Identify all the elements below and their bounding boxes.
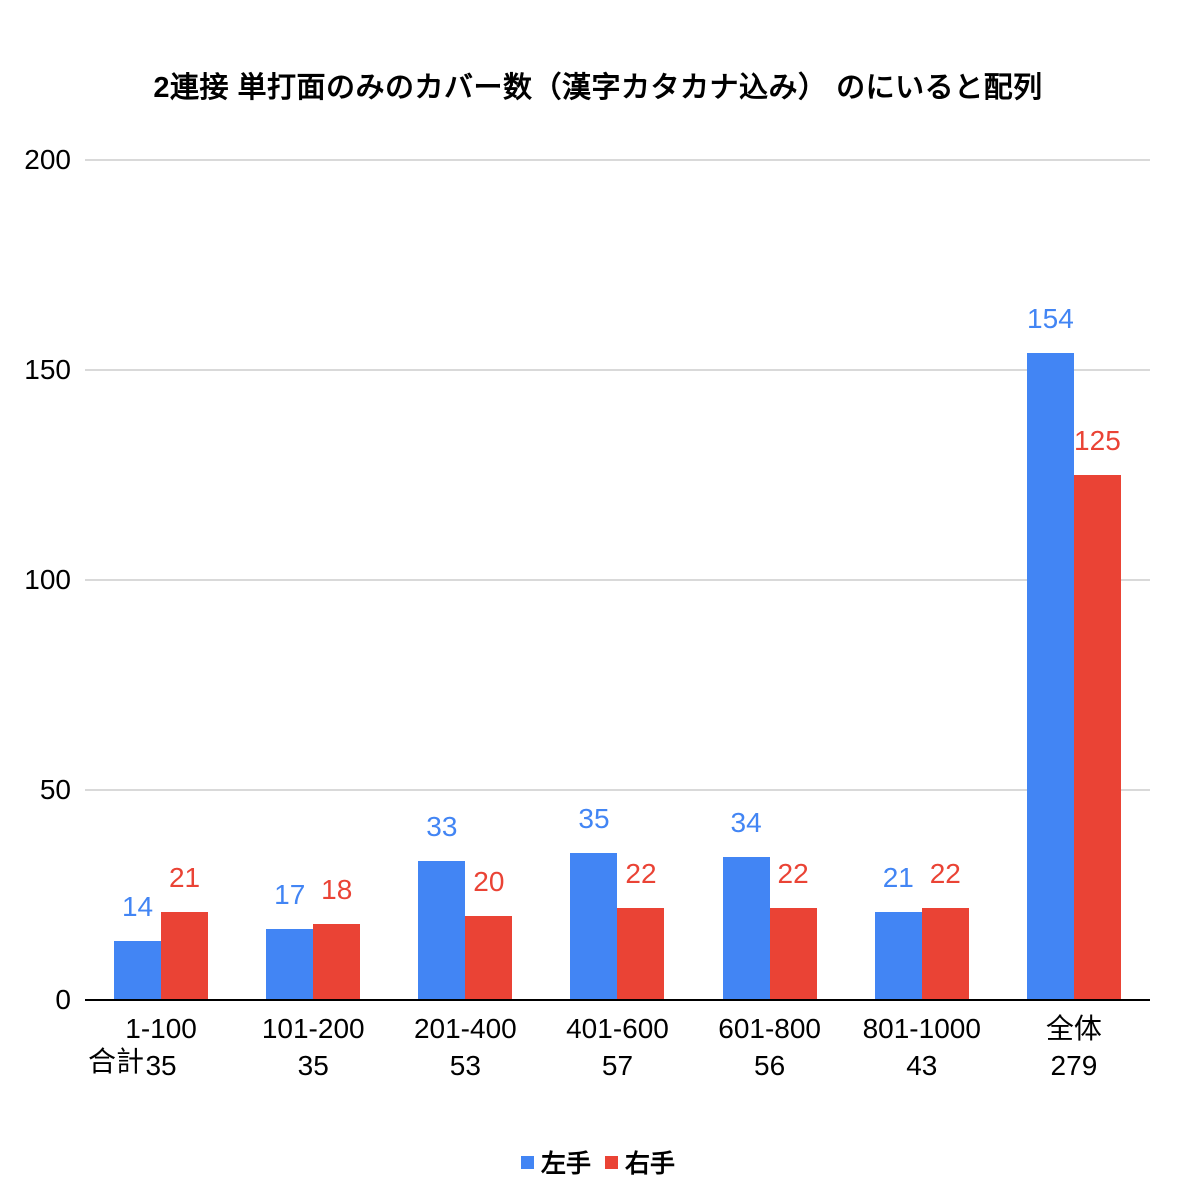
bar-右手-全体: [1073, 475, 1121, 1000]
bar-group-101-200: 17 18: [237, 160, 389, 1000]
x-axis-cell-101-200: 101-200 35: [237, 1010, 389, 1084]
bar-column: 21: [874, 160, 922, 1000]
y-tick-label-150: 150: [24, 354, 71, 385]
bar-右手-101-200: [313, 924, 361, 1000]
total-label: 53: [449, 1050, 481, 1081]
category-label: 101-200: [261, 1013, 365, 1044]
bar-column: 22: [617, 160, 665, 1000]
x-axis: 合計 1-100 35 101-200 35 201-400 53 401-600 57 601…: [0, 1010, 1196, 1084]
x-axis-labels: 1-100 35 101-200 35 201-400 53 401-600 57 601-80…: [85, 1010, 1150, 1084]
total-label: 35: [145, 1050, 177, 1081]
bar-column: 20: [465, 160, 513, 1000]
legend-label: 左手: [540, 1150, 591, 1178]
y-tick-label-100: 100: [24, 564, 71, 595]
bar-左手-1-100: [114, 941, 162, 1000]
bar-group-1-100: 14 21: [85, 160, 237, 1000]
bar-value-label: 17: [274, 878, 306, 910]
bar-value-label: 125: [1074, 425, 1121, 456]
total-label: 43: [906, 1050, 938, 1081]
bar-右手-1-100: [161, 911, 209, 1000]
bar-左手-101-200: [266, 928, 314, 1000]
legend: 左手 右手: [0, 1144, 1196, 1180]
bar-column: 33: [418, 160, 466, 1000]
bar-value-label: 20: [473, 866, 505, 897]
y-tick-label-50: 50: [39, 774, 71, 805]
bar-value-label: 22: [929, 857, 961, 889]
bar-value-label: 33: [426, 811, 458, 843]
x-axis-cell-401-600: 401-600 57: [541, 1010, 693, 1084]
bar-value-label: 21: [168, 861, 201, 893]
bar-value-label: 154: [1027, 303, 1074, 335]
bar-group-201-400: 33 20: [389, 160, 541, 1000]
bar-左手-801-1000: [874, 911, 922, 1000]
bar-value-label: 21: [882, 861, 914, 893]
y-axis: 0 50 100 150 200: [0, 144, 85, 1015]
total-label: 56: [754, 1050, 786, 1081]
gridline-50: [85, 789, 1150, 791]
bar-column: 22: [769, 160, 817, 1000]
totals-row-label: 合計: [88, 1046, 145, 1077]
chart-title: 2連接 単打面のみのカバー数（漢字カタカナ込み） のにいると配列: [153, 72, 1043, 104]
bar-column: 154: [1026, 160, 1074, 1000]
bar-value-label: 35: [578, 803, 610, 834]
bar-column: 17: [266, 160, 314, 1000]
bar-column: 22: [921, 160, 969, 1000]
category-label: 全体: [1045, 1013, 1102, 1044]
y-tick-label-200: 200: [24, 144, 71, 175]
legend-label: 右手: [625, 1150, 676, 1178]
x-axis-baseline: [85, 999, 1150, 1001]
bar-左手-201-400: [418, 861, 466, 1000]
bar-右手-801-1000: [921, 907, 969, 1000]
bar-column: 35: [570, 160, 618, 1000]
legend-item-右手: 右手: [605, 1144, 675, 1180]
bar-右手-201-400: [465, 916, 513, 1000]
bar-value-label: 14: [121, 891, 154, 923]
bar-value-label: 18: [321, 874, 353, 906]
x-axis-cell-601-800: 601-800 56: [694, 1010, 846, 1084]
bar-右手-601-800: [769, 907, 817, 1000]
bar-groups: 14 21 17 18 33 20 35 22 34 22 21 22 154 125: [85, 160, 1150, 1000]
bar-column: 14: [114, 160, 162, 1000]
legend-swatch-icon: [605, 1155, 618, 1169]
gridline-200: [85, 159, 1150, 161]
x-axis-cell-1-100: 1-100 35: [85, 1010, 237, 1084]
legend-swatch-icon: [520, 1155, 534, 1169]
gridline-150: [85, 369, 1150, 371]
y-tick-label-0: 0: [55, 984, 71, 1015]
category-label: 1-100: [125, 1013, 197, 1044]
chart-area: 0 50 100 150 200 14 21 17 18 33 20 35 22 34 22 21 22 154…: [0, 144, 1196, 1015]
x-axis-cell-全体: 全体 279: [998, 1010, 1150, 1084]
category-label: 601-800: [718, 1013, 822, 1044]
bar-group-401-600: 35 22: [541, 160, 693, 1000]
category-label: 401-600: [566, 1013, 669, 1044]
total-label: 57: [601, 1050, 634, 1081]
category-label: 201-400: [413, 1013, 517, 1044]
bar-group-全体: 154 125: [998, 160, 1150, 1000]
bar-group-601-800: 34 22: [694, 160, 846, 1000]
bar-左手-全体: [1026, 353, 1074, 1000]
legend-item-左手: 左手: [520, 1144, 591, 1180]
gridline-100: [85, 579, 1150, 581]
x-axis-cell-801-1000: 801-1000 43: [846, 1010, 998, 1084]
category-label: 801-1000: [862, 1013, 981, 1044]
bar-value-label: 22: [777, 857, 809, 889]
bar-column: 34: [722, 160, 770, 1000]
bar-value-label: 22: [625, 857, 657, 889]
bar-group-801-1000: 21 22: [846, 160, 998, 1000]
plot-area: 14 21 17 18 33 20 35 22 34 22 21 22 154 125: [85, 159, 1150, 1001]
bar-column: 125: [1073, 160, 1121, 1000]
bar-value-label: 34: [730, 807, 762, 839]
total-label: 35: [297, 1050, 329, 1081]
bar-左手-601-800: [722, 857, 770, 1000]
bar-左手-401-600: [570, 853, 618, 1000]
bar-column: 21: [161, 160, 209, 1000]
x-axis-cell-201-400: 201-400 53: [389, 1010, 541, 1084]
bar-column: 18: [313, 160, 361, 1000]
total-label: 279: [1050, 1050, 1098, 1081]
bar-右手-401-600: [617, 907, 665, 1000]
